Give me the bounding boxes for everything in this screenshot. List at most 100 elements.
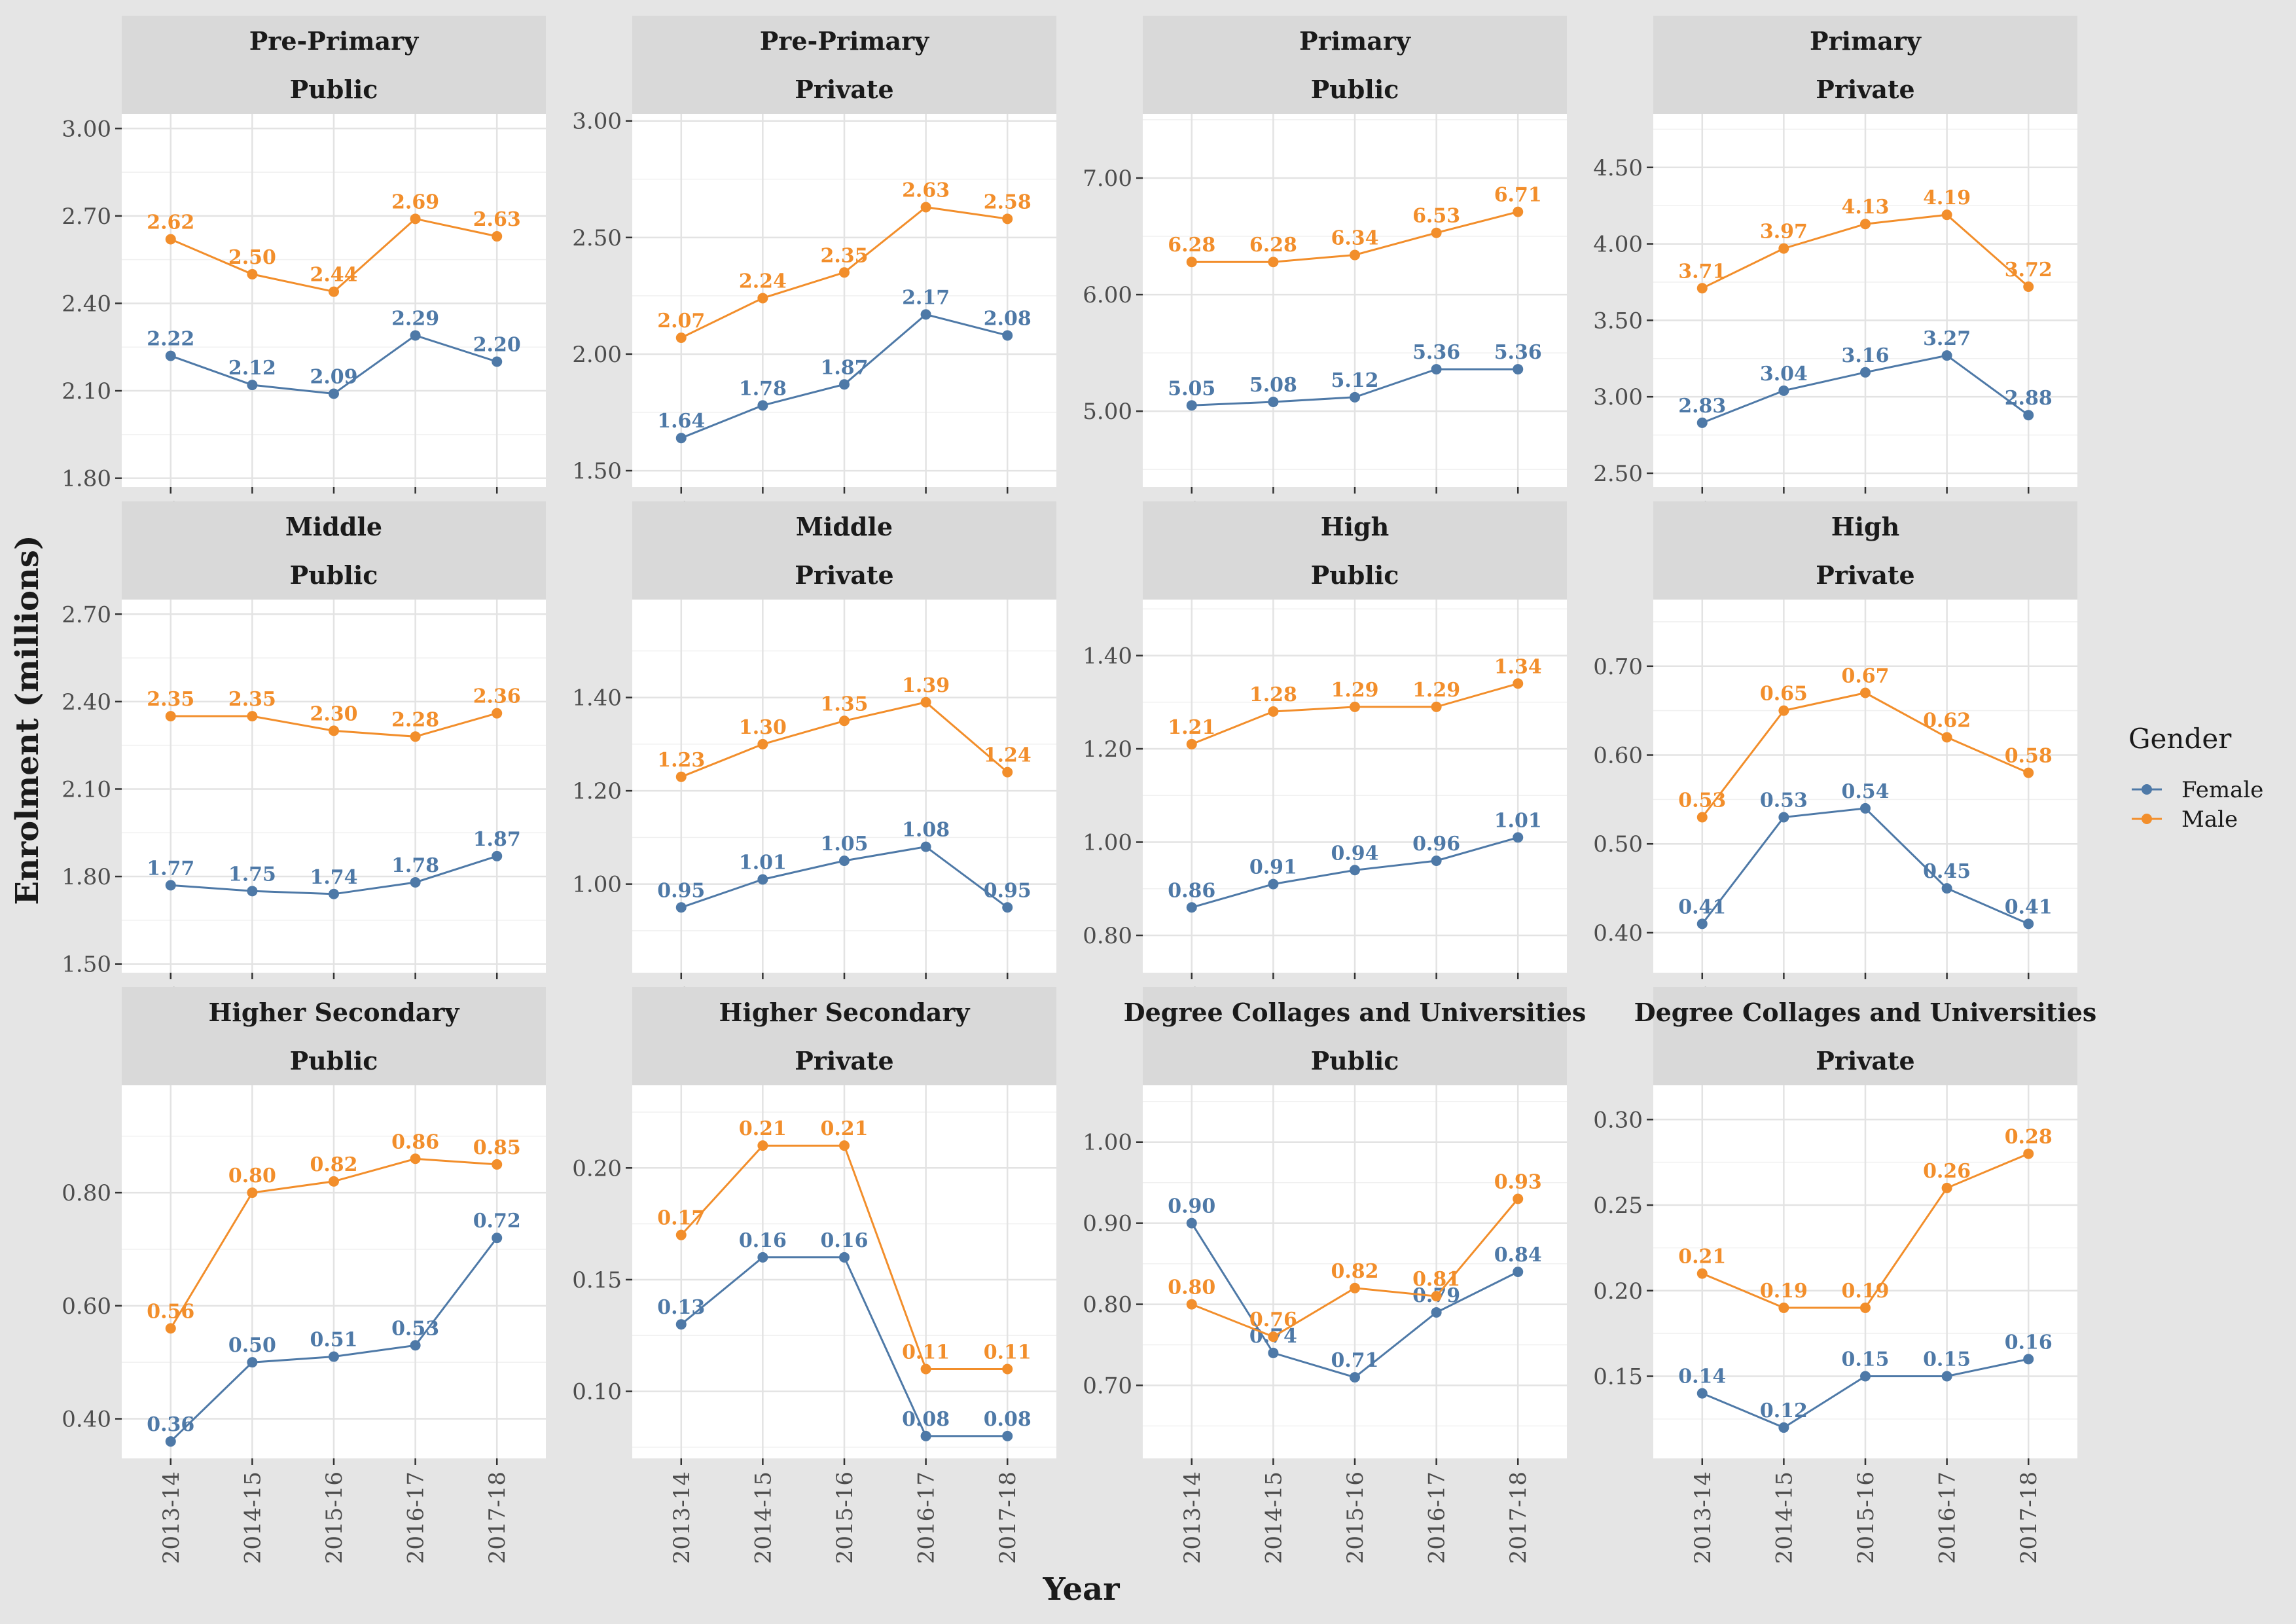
data-label: 0.14 [1678,1365,1726,1388]
data-point [247,1357,258,1368]
data-point [247,1187,258,1199]
data-label: 3.71 [1678,260,1726,283]
data-point [1778,243,1789,254]
data-point [1350,249,1360,261]
data-label: 2.44 [310,264,357,287]
panel-strip-sector: Private [1816,1046,1914,1075]
panel-strip-level: Higher Secondary [209,998,460,1027]
data-point [165,711,176,722]
data-label: 0.85 [473,1136,521,1159]
data-point [492,850,503,861]
y-tick-label: 3.50 [1593,308,1643,334]
data-label: 0.26 [1923,1160,1971,1183]
data-label: 0.86 [1168,879,1215,902]
data-point [2023,767,2034,778]
data-label: 2.88 [2005,387,2053,410]
data-label: 1.78 [739,377,787,400]
data-label: 2.83 [1678,395,1726,418]
y-tick-label: 0.15 [1593,1363,1643,1390]
data-label: 3.27 [1923,327,1971,350]
data-label: 0.28 [2005,1126,2053,1149]
y-tick-label: 1.00 [1083,1130,1132,1156]
data-label: 1.08 [902,819,950,842]
panel-strip-level: High [1831,512,1900,541]
data-point [1350,391,1360,403]
data-point [1860,803,1871,814]
data-label: 0.65 [1760,683,1808,706]
data-label: 5.36 [1494,341,1542,364]
data-label: 1.05 [820,833,868,856]
data-point [757,874,768,885]
data-label: 1.29 [1412,679,1460,702]
legend-key-point [2142,814,2152,824]
data-point [410,731,421,742]
x-tick-label: 2013-14 [158,1471,185,1564]
data-label: 2.62 [147,211,194,234]
x-tick-label: 2014-15 [750,1471,776,1564]
data-point [247,711,258,722]
data-point [329,286,339,297]
data-point [675,902,687,913]
series-male: 0.80 0.76 0.82 0.81 0.93 [1168,1170,1542,1343]
data-label: 2.35 [147,688,194,711]
data-point [2023,281,2034,292]
y-tick-label: 2.00 [572,342,622,368]
data-label: 0.84 [1494,1244,1542,1267]
y-tick-label: 0.80 [62,1180,111,1206]
data-label: 0.21 [1678,1246,1726,1269]
data-label: 0.51 [310,1329,357,1352]
data-point [757,738,768,749]
data-point [1186,400,1197,411]
y-tick-label: 3.00 [1593,384,1643,410]
panel-higher-secondary-public: Higher Secondary Public 0.40 0.60 0.80 2013-1… [62,987,546,1564]
panel-strip [632,501,1056,600]
data-label: 2.08 [984,307,1031,330]
data-point [1350,1372,1360,1383]
y-tick-label: 5.00 [1083,399,1132,425]
data-point [492,1159,503,1170]
data-point [2023,410,2034,421]
data-point [1941,209,1952,221]
data-point [165,1436,176,1447]
y-tick-label: 0.50 [1593,831,1643,857]
y-tick-label: 0.70 [1593,654,1643,680]
series-female: 0.13 0.16 0.16 0.08 0.08 [657,1229,1031,1441]
y-tick-label: 2.40 [62,291,111,317]
panel-high-private: HighPrivate0.400.500.600.702013-142014-1… [1593,501,2077,1078]
data-point [1186,1299,1197,1310]
data-point [1431,1291,1442,1302]
y-tick-label: 1.40 [1083,643,1132,670]
data-label: 1.34 [1494,655,1542,678]
data-label: 2.63 [473,208,521,231]
legend-entry-female: Female [2132,777,2263,803]
data-label: 0.15 [1841,1348,1889,1371]
data-label: 0.67 [1841,665,1889,688]
data-point [920,841,931,852]
data-label: 2.17 [902,286,950,309]
data-label: 3.04 [1760,363,1808,386]
data-label: 0.16 [2005,1331,2053,1354]
panel-strip [122,16,546,114]
data-label: 2.07 [657,310,705,333]
data-label: 1.64 [657,410,705,433]
y-tick-label: 0.70 [1083,1373,1132,1399]
data-label: 1.74 [310,866,357,889]
data-label: 0.12 [1760,1399,1808,1422]
data-point [1513,678,1524,689]
data-point [757,1140,768,1151]
y-tick-label: 1.80 [62,466,111,492]
data-label: 1.24 [984,744,1031,767]
y-tick-label: 0.40 [62,1407,111,1433]
data-label: 5.36 [1412,341,1460,364]
data-point [1696,812,1708,823]
data-point [1696,417,1708,428]
panel-strip-sector: Private [795,560,893,590]
data-point [1696,1268,1708,1279]
data-label: 0.81 [1412,1268,1460,1291]
series-male: 0.53 0.65 0.67 0.62 0.58 [1678,665,2053,823]
data-point [839,715,850,727]
data-point [1696,283,1708,294]
data-point [1350,865,1360,876]
data-label: 0.16 [739,1229,787,1252]
